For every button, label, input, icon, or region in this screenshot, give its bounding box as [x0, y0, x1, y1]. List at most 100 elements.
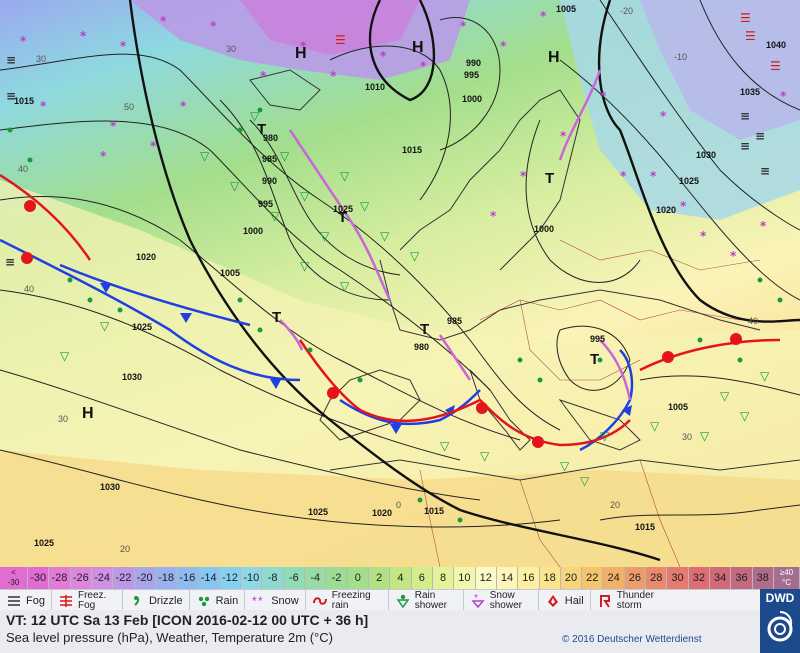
scale-cell: 4	[390, 567, 412, 589]
svg-text:*: *	[20, 34, 27, 48]
legend-hail: Hail	[539, 590, 591, 611]
scale-cell: -14	[198, 567, 220, 589]
svg-text:*: *	[380, 49, 387, 63]
scale-cell: -6	[283, 567, 306, 589]
svg-text:*: *	[160, 14, 167, 28]
isobar-label: 1015	[402, 145, 422, 155]
scale-cell: 10	[454, 567, 476, 589]
isotherm-label: 0	[396, 500, 401, 510]
legend-fog-label: Fog	[26, 594, 45, 607]
scale-cell: 16	[518, 567, 540, 589]
copyright: © 2016 Deutscher Wetterdienst	[562, 634, 702, 645]
isobar-label: 1015	[14, 96, 34, 106]
svg-text:▽: ▽	[60, 349, 70, 363]
svg-text:▽: ▽	[380, 229, 390, 243]
legend-thunderstorm: Thunder storm	[591, 590, 671, 611]
legend-drizzle: Drizzle	[123, 590, 190, 611]
scale-cell: -24	[91, 567, 114, 589]
scale-cell: 2	[369, 567, 391, 589]
isotherm-label: 30	[226, 44, 236, 54]
trough-centres: T T T T T T	[257, 121, 599, 368]
trough-label: T	[590, 351, 599, 368]
svg-text:▽: ▽	[560, 459, 570, 473]
thunderstorm-icon	[597, 593, 613, 609]
isobar-label: 1000	[243, 226, 263, 236]
scale-cell: ≥40 °C	[774, 567, 800, 589]
legend-snow-label: Snow	[271, 594, 299, 607]
scale-cell: 8	[432, 567, 455, 589]
legend-fog: Fog	[0, 590, 52, 611]
svg-text:*: *	[474, 594, 478, 604]
svg-text:▽: ▽	[720, 389, 730, 403]
snow-icon: * *	[251, 593, 267, 609]
trough-label: T	[338, 209, 347, 226]
isobar-label: 1025	[308, 507, 328, 517]
scale-cell: 34	[710, 567, 732, 589]
svg-text:▽: ▽	[340, 279, 350, 293]
scale-cell: -20	[134, 567, 156, 589]
trough-label: T	[545, 170, 554, 187]
svg-text:▽: ▽	[100, 319, 110, 333]
drizzle-icon	[129, 593, 145, 609]
isobar-label: 1000	[462, 94, 482, 104]
isobar-label: 1030	[100, 482, 120, 492]
legend-freezing-fog: Freez. Fog	[52, 590, 123, 611]
scale-first-bottom: -30	[7, 578, 20, 587]
svg-text:≡: ≡	[740, 139, 750, 153]
trough-label: T	[420, 321, 429, 338]
scale-cell: 28	[646, 567, 668, 589]
svg-text:▽: ▽	[300, 259, 310, 273]
legend-freezing-rain: Freezing rain	[306, 590, 389, 611]
svg-text:≡: ≡	[6, 53, 16, 67]
isobar-label: 985	[447, 316, 462, 326]
dwd-logo: DWD	[760, 589, 800, 653]
isotherm-labels: 50 40 40 30 20 30 30 0 -10 -20 20 30 40	[18, 6, 758, 554]
dwd-logo-text: DWD	[765, 591, 795, 605]
scale-cell: < -30	[0, 567, 28, 589]
svg-text:▽: ▽	[650, 419, 660, 433]
high-label: H	[82, 405, 94, 422]
svg-text:≡: ≡	[740, 109, 750, 123]
scale-cell: 38	[752, 567, 774, 589]
svg-text:*: *	[258, 594, 263, 608]
legend-hail-label: Hail	[564, 594, 584, 607]
cold-northeast-core	[640, 0, 800, 140]
isobar-label: 1020	[136, 252, 156, 262]
occluded-front	[279, 69, 632, 401]
rain-shower-icon	[395, 593, 411, 609]
svg-text:*: *	[420, 59, 427, 73]
precip-symbols: * * * * * * * * * * * * * * * * * * * * * * * * * * * * * * ▽ ▽ ▽ ▽…	[5, 9, 787, 523]
scale-cell: 6	[411, 567, 433, 589]
svg-text:*: *	[300, 39, 307, 53]
svg-text:▽: ▽	[600, 429, 610, 443]
isobar-label: 1025	[34, 538, 54, 548]
valid-time: VT: 12 UTC Sa 13 Feb [ICON 2016-02-12 00…	[6, 612, 369, 628]
freezing-fog-icon	[58, 593, 74, 609]
temperature-scale: < -30 -30 -28 -26 -24 -22 -20 -18 -16 -14 -12 -10-…	[0, 567, 800, 589]
isobar-label: 995	[258, 199, 273, 209]
scale-cell: 32	[688, 567, 710, 589]
svg-text:▽: ▽	[300, 189, 310, 203]
svg-text:▽: ▽	[200, 149, 210, 163]
high-label: H	[295, 45, 307, 62]
svg-text:*: *	[460, 19, 467, 33]
svg-text:*: *	[180, 99, 187, 113]
svg-text:*: *	[110, 119, 117, 133]
country-borders	[419, 239, 761, 567]
scale-cell: -26	[70, 567, 92, 589]
fog-icon	[6, 593, 22, 609]
scale-cell: -22	[113, 567, 135, 589]
scale-cell: -16	[177, 567, 199, 589]
isobar-label: 1030	[122, 372, 142, 382]
svg-text:*: *	[620, 169, 627, 183]
svg-text:≡: ≡	[755, 129, 765, 143]
isotherm-label: 40	[748, 316, 758, 326]
svg-text:*: *	[150, 139, 157, 153]
isobar-label: 1015	[635, 522, 655, 532]
high-label: H	[412, 39, 424, 56]
isotherm-label: 30	[36, 54, 46, 64]
isotherm-label: -20	[620, 6, 633, 16]
isotherm-label: 50	[124, 102, 134, 112]
svg-text:*: *	[780, 89, 787, 103]
svg-text:*: *	[260, 69, 267, 83]
